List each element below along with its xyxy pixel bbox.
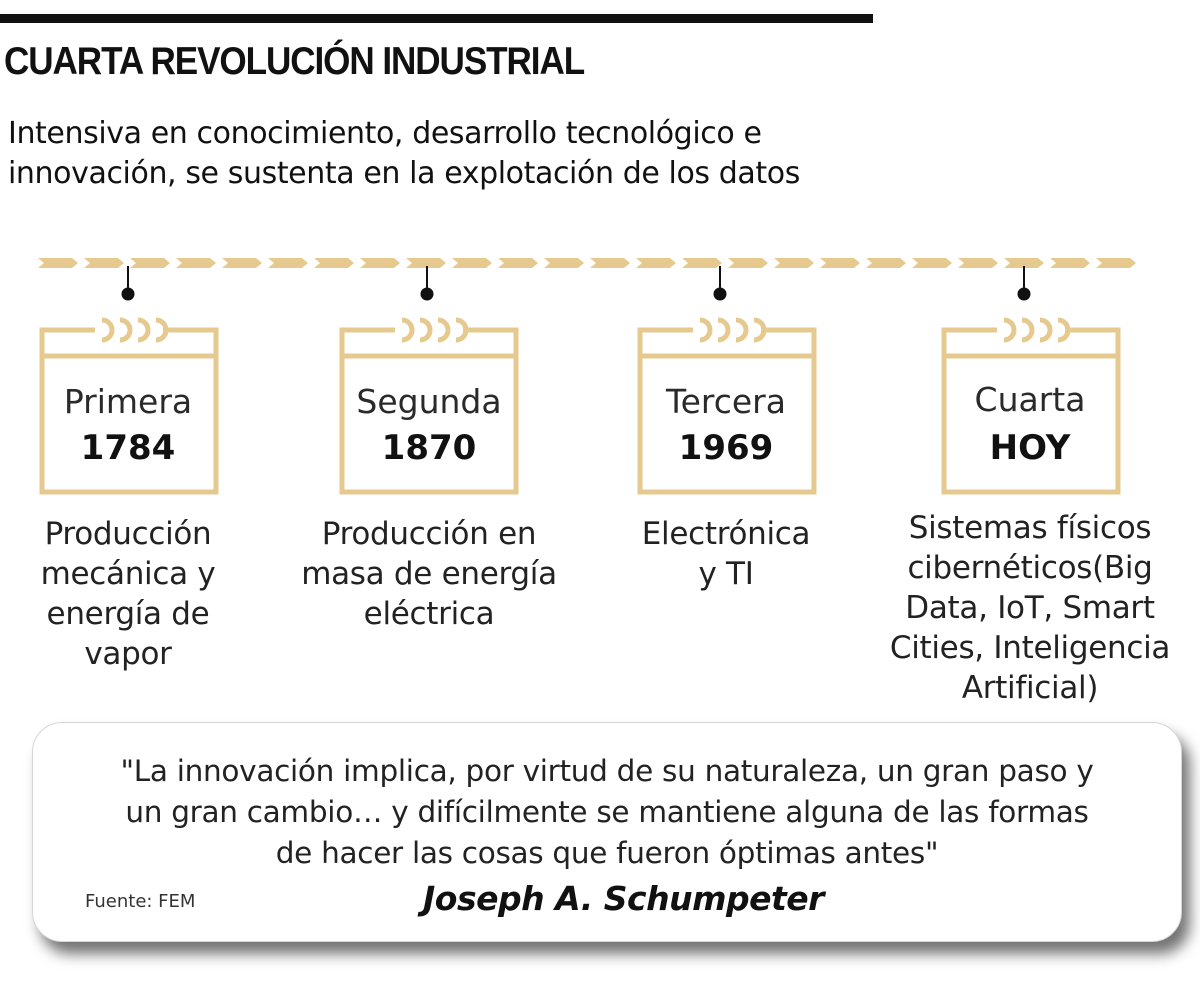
timeline-arrow-segment xyxy=(38,258,78,268)
calendar-ring xyxy=(101,317,115,343)
timeline-arrow-segment xyxy=(820,258,860,268)
timeline-arrow-segment xyxy=(866,258,906,268)
timeline-diagram xyxy=(38,258,1136,495)
pin-dot xyxy=(1017,287,1031,301)
calendar-ring xyxy=(753,317,767,343)
stage-4-description: Sistemas físicos cibernéticos(Big Data, … xyxy=(870,508,1190,708)
stage-4-desc-line: cibernéticos(Big xyxy=(907,550,1153,586)
stage-4-desc-line: Artificial) xyxy=(961,670,1099,706)
quote-author: Joseph A. Schumpeter xyxy=(423,879,824,918)
stage-3-desc-line: y TI xyxy=(698,556,754,592)
timeline-arrow-segment xyxy=(1096,258,1136,268)
stage-3-description: Electrónica y TI xyxy=(606,514,846,594)
quote-line-1: "La innovación implica, por virtud de su… xyxy=(120,754,1094,788)
calendar-ring xyxy=(155,317,169,343)
timeline-arrow-segment xyxy=(452,258,492,268)
page-subtitle: Intensiva en conocimiento, desarrollo te… xyxy=(8,114,928,194)
timeline-arrow-segment xyxy=(84,258,124,268)
calendar-ring xyxy=(1021,317,1035,343)
subtitle-line-2: innovación, se sustenta en la explotació… xyxy=(8,156,800,191)
timeline-arrow-segment xyxy=(544,258,584,268)
subtitle-line-1: Intensiva en conocimiento, desarrollo te… xyxy=(8,116,762,151)
calendar-ring xyxy=(119,317,133,343)
timeline-arrow-segment xyxy=(176,258,216,268)
calendar-ring xyxy=(437,317,451,343)
stage-4-title: Cuarta xyxy=(974,380,1086,419)
quote-line-3: de hacer las cosas que fueron óptimas an… xyxy=(275,836,939,870)
calendar-ring xyxy=(1003,317,1017,343)
quote-text: "La innovación implica, por virtud de su… xyxy=(53,751,1161,874)
stage-2-title: Segunda xyxy=(356,382,502,421)
pin-dot xyxy=(121,287,135,301)
timeline-arrow-segment xyxy=(636,258,676,268)
timeline-arrow-segment xyxy=(222,258,262,268)
stage-1-description: Producción mecánica y energía de vapor xyxy=(8,514,248,674)
calendar-ring xyxy=(717,317,731,343)
quote-box: "La innovación implica, por virtud de su… xyxy=(32,722,1182,942)
stage-1-title: Primera xyxy=(63,382,193,421)
timeline-arrow-segment xyxy=(1004,258,1044,268)
stage-1-year: 1784 xyxy=(80,428,176,468)
stage-2-desc-line: eléctrica xyxy=(363,596,495,632)
stage-3-desc-line: Electrónica xyxy=(641,516,811,552)
stage-4-desc-line: Cities, Inteligencia xyxy=(889,630,1171,666)
stage-3-year: 1969 xyxy=(678,428,774,468)
calendar-icon xyxy=(637,266,817,495)
stage-2-desc-line: masa de energía xyxy=(301,556,557,592)
calendar-ring xyxy=(455,317,469,343)
stage-1-desc-line: energía de xyxy=(46,596,210,632)
timeline-arrow-segment xyxy=(1050,258,1090,268)
calendar-ring xyxy=(735,317,749,343)
calendar-ring xyxy=(699,317,713,343)
timeline-arrow-segment xyxy=(130,258,170,268)
stage-2-description: Producción en masa de energía eléctrica xyxy=(284,514,574,634)
timeline-arrow-segment xyxy=(406,258,446,268)
stage-3-title: Tercera xyxy=(666,382,786,421)
timeline-arrow-segment xyxy=(498,258,538,268)
stage-4-desc-line: Data, IoT, Smart xyxy=(905,590,1155,626)
calendar-ring xyxy=(419,317,433,343)
timeline-arrow-segment xyxy=(360,258,400,268)
quote-line-2: un gran cambio… y difícilmente se mantie… xyxy=(125,795,1089,829)
stage-1-desc-line: Producción xyxy=(44,516,212,552)
stage-1-desc-line: mecánica y xyxy=(40,556,216,592)
timeline-arrow-segment xyxy=(314,258,354,268)
timeline-arrow-segment xyxy=(590,258,630,268)
pin-dot xyxy=(420,287,434,301)
pin-dot xyxy=(713,287,727,301)
calendar-ring xyxy=(137,317,151,343)
page-title: CUARTA REVOLUCIÓN INDUSTRIAL xyxy=(4,40,585,83)
timeline-arrow-segment xyxy=(728,258,768,268)
stage-1-desc-line: vapor xyxy=(84,636,172,672)
calendar-ring xyxy=(1057,317,1071,343)
top-rule xyxy=(0,14,873,23)
timeline-arrow-segment xyxy=(268,258,308,268)
timeline-arrow-segment xyxy=(774,258,814,268)
stage-2-year: 1870 xyxy=(381,428,477,468)
calendar-icon xyxy=(39,266,219,495)
timeline-arrow-segment xyxy=(912,258,952,268)
timeline-arrow-track xyxy=(38,258,1136,268)
stage-2-desc-line: Producción en xyxy=(321,516,537,552)
calendar-ring xyxy=(401,317,415,343)
stage-4-desc-line: Sistemas físicos xyxy=(908,510,1152,546)
source-note: Fuente: FEM xyxy=(85,891,196,912)
calendar-ring xyxy=(1039,317,1053,343)
timeline-arrow-segment xyxy=(958,258,998,268)
stage-4-year: HOY xyxy=(989,428,1071,468)
calendar-icon xyxy=(339,266,519,495)
calendar-icons xyxy=(39,266,1121,495)
calendar-icon xyxy=(941,266,1121,495)
timeline-arrow-segment xyxy=(682,258,722,268)
